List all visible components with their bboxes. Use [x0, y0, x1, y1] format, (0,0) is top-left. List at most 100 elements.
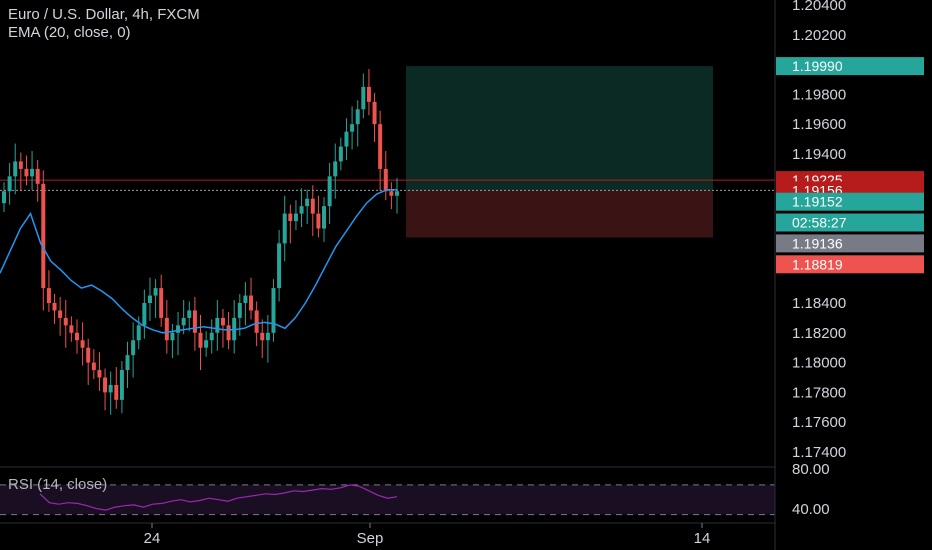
candle-body	[209, 332, 214, 341]
candle-body	[389, 191, 394, 196]
candle-body	[293, 213, 298, 222]
candle-body	[63, 317, 68, 326]
candle-body	[355, 109, 360, 125]
candle-body	[159, 288, 164, 318]
time-tick-label: Sep	[357, 530, 384, 547]
loss-zone	[406, 190, 713, 238]
candle-body	[103, 377, 108, 393]
candle-body	[395, 191, 399, 196]
candle-body	[310, 198, 315, 214]
price-tick-label: 1.17800	[792, 384, 846, 401]
candle-body	[327, 176, 332, 207]
last-price-tag-bg	[776, 192, 924, 211]
candle-body	[265, 332, 270, 341]
candle-body	[7, 176, 12, 192]
candle-body	[361, 86, 366, 110]
stop-loss-tag: 1.18819	[792, 256, 843, 272]
time-axis[interactable]: 24 Sep 14	[144, 523, 711, 547]
time-tick-label: 14	[694, 530, 711, 547]
candle-body	[35, 168, 40, 184]
ema-line	[0, 189, 397, 334]
candle-body	[80, 340, 85, 348]
candle-body	[192, 310, 197, 333]
candle-body	[198, 332, 203, 348]
candle-body	[114, 384, 119, 400]
price-axis[interactable]: 1.20400 1.20200 1.19800 1.19600 1.19400 1.184…	[792, 0, 846, 461]
candle-body	[254, 310, 259, 333]
candle-body	[18, 161, 23, 169]
bid-price-tag-bg	[776, 234, 924, 253]
rsi-pane	[0, 484, 775, 516]
rsi-legend[interactable]: RSI (14, close)	[8, 476, 108, 493]
candle-body	[170, 332, 175, 341]
candle-body	[366, 86, 371, 102]
candle-body	[181, 317, 186, 326]
candle-body	[46, 288, 51, 303]
bid-price-tag: 1.19136	[792, 235, 843, 251]
stop-loss-tag-bg	[776, 255, 924, 274]
candle-body	[69, 325, 74, 333]
rsi-line	[39, 484, 398, 511]
candle-body	[30, 168, 35, 177]
candle-body	[299, 206, 304, 214]
candle-body	[316, 213, 321, 229]
ema-legend[interactable]: EMA (20, close, 0)	[8, 24, 131, 41]
candle-body	[86, 347, 91, 363]
candle-body	[187, 310, 192, 318]
price-tick-label: 1.18200	[792, 325, 846, 342]
candle-body	[176, 325, 181, 333]
candle-body	[215, 317, 220, 333]
candle-body	[333, 161, 338, 177]
candle-body	[344, 131, 349, 147]
price-tick-label: 1.19800	[792, 86, 846, 103]
candle-body	[125, 355, 130, 371]
rsi-tick-label: 80.00	[792, 461, 830, 478]
candle-body	[91, 362, 96, 371]
candle-body	[41, 183, 46, 289]
candle-body	[378, 124, 383, 169]
price-tick-label: 1.20400	[792, 0, 846, 14]
countdown-tag: 02:58:27	[792, 215, 847, 231]
candle-body	[119, 370, 124, 400]
last-price-tag: 1.19152	[792, 194, 843, 210]
candle-body	[226, 325, 231, 341]
take-profit-tag: 1.19990	[792, 58, 843, 74]
position-zones[interactable]	[406, 66, 713, 238]
candle-body	[305, 198, 310, 207]
candlesticks	[2, 69, 399, 415]
candle-body	[108, 384, 113, 393]
candle-body	[372, 101, 377, 125]
candle-body	[97, 370, 102, 378]
price-tick-label: 1.19600	[792, 116, 846, 133]
candle-body	[164, 317, 169, 341]
rsi-band	[0, 484, 775, 515]
candle-body	[142, 303, 147, 326]
price-tick-label: 1.19400	[792, 146, 846, 163]
take-profit-tag-bg	[776, 57, 924, 76]
candle-body	[24, 168, 29, 177]
candle-body	[271, 288, 276, 333]
candle-body	[322, 206, 327, 229]
candle-body	[260, 332, 265, 341]
price-tags: 1.199901.192251.191561.1915202:58:271.19…	[776, 57, 924, 274]
candle-body	[243, 295, 248, 303]
candle-body	[147, 295, 152, 303]
candle-body	[220, 317, 225, 326]
price-tick-label: 1.17400	[792, 444, 846, 461]
candle-body	[58, 310, 63, 318]
candle-body	[13, 161, 18, 177]
time-tick-label: 24	[144, 530, 161, 547]
candle-body	[383, 168, 388, 192]
countdown-tag-bg	[776, 213, 924, 232]
symbol-legend[interactable]: Euro / U.S. Dollar, 4h, FXCM	[8, 6, 200, 23]
candle-body	[131, 340, 136, 356]
price-tick-label: 1.18400	[792, 295, 846, 312]
candle-body	[282, 213, 287, 244]
candle-body	[277, 243, 282, 289]
price-tick-label: 1.17600	[792, 414, 846, 431]
candle-body	[136, 325, 141, 341]
candle-body	[237, 303, 242, 318]
candle-body	[350, 124, 355, 132]
candle-body	[74, 332, 79, 341]
